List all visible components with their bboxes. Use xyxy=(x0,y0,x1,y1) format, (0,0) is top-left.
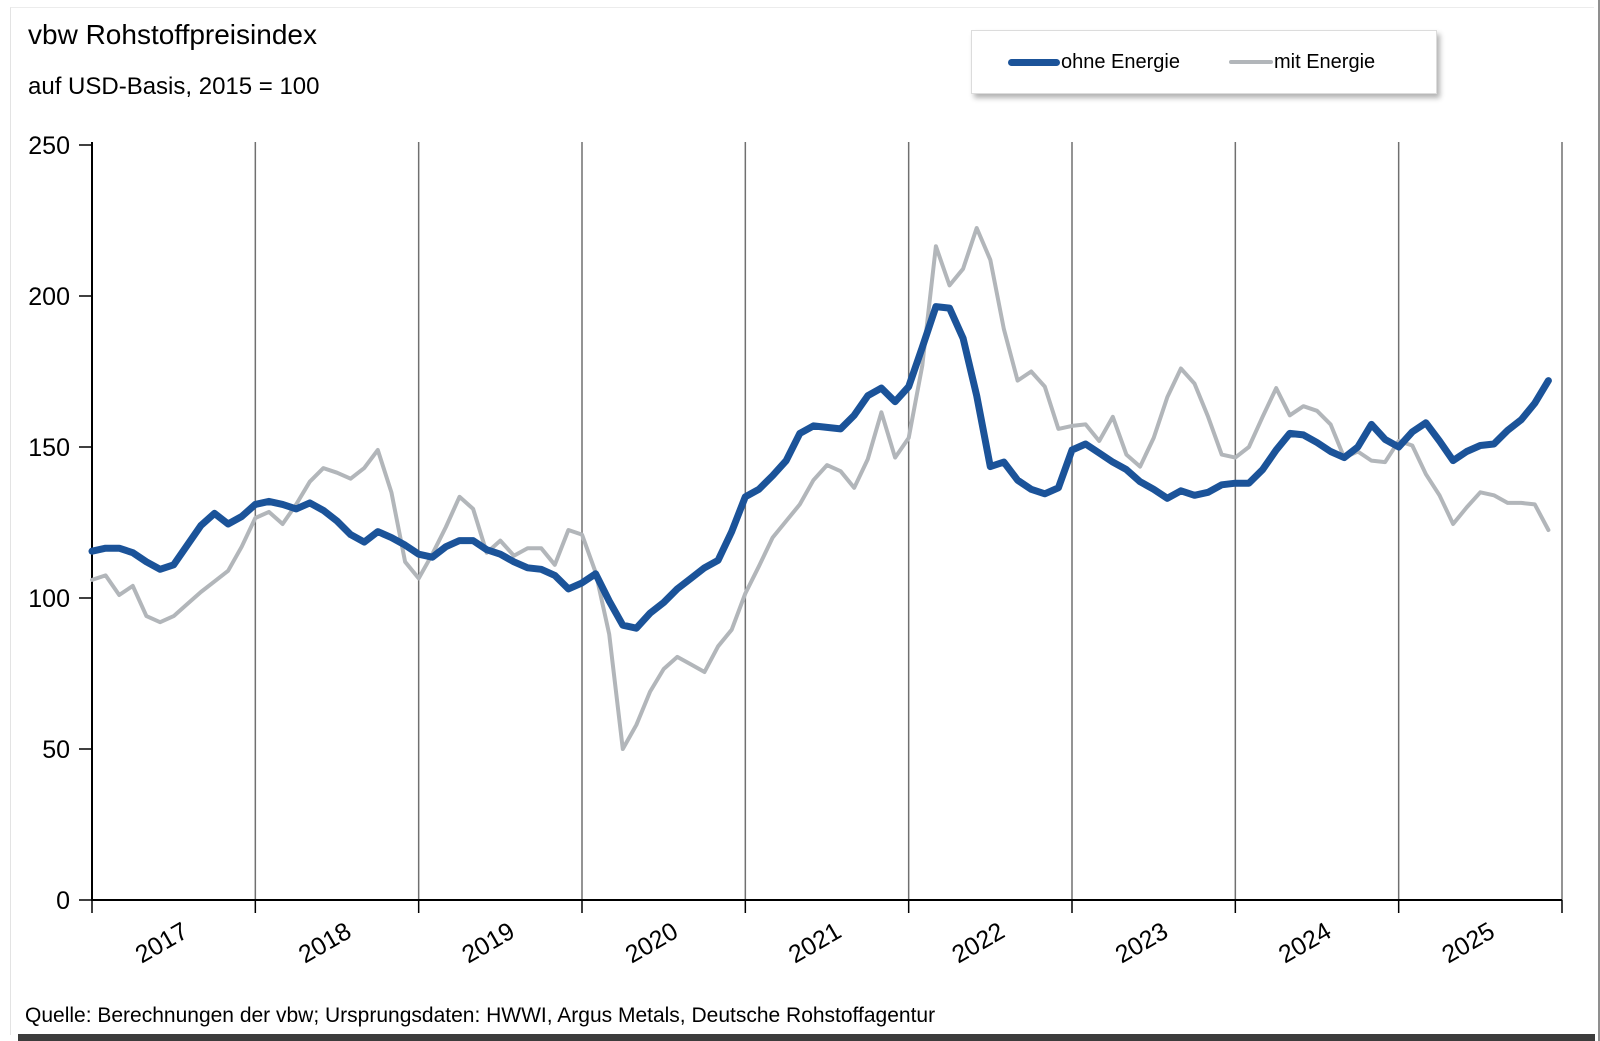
y-axis-labels: 0 50 100 150 200 250 xyxy=(28,132,70,915)
series-line-ohne-energie xyxy=(88,303,1552,632)
svg-text:2020: 2020 xyxy=(621,917,683,969)
legend-key-line-blue-icon xyxy=(1008,58,1060,66)
svg-text:50: 50 xyxy=(42,736,70,764)
source-note: Quelle: Berechnungen der vbw; Ursprungsd… xyxy=(25,1004,936,1027)
svg-text:2023: 2023 xyxy=(1111,917,1173,969)
svg-text:2019: 2019 xyxy=(457,917,519,969)
page-subtitle: auf USD-Basis, 2015 = 100 xyxy=(28,73,320,100)
axes xyxy=(91,142,1562,901)
svg-text:2024: 2024 xyxy=(1274,917,1336,969)
legend-key-line-gray-icon xyxy=(1228,60,1273,64)
svg-text:2021: 2021 xyxy=(784,917,846,969)
legend-item-ohne-energie: ohne Energie xyxy=(1008,51,1180,74)
svg-text:250: 250 xyxy=(28,132,70,160)
legend-item-mit-energie: mit Energie xyxy=(1228,50,1376,74)
svg-text:2018: 2018 xyxy=(294,917,356,969)
svg-text:200: 200 xyxy=(28,283,70,311)
svg-text:2017: 2017 xyxy=(131,917,193,969)
svg-text:2022: 2022 xyxy=(947,917,1009,969)
legend-label: mit Energie xyxy=(1273,50,1376,73)
chart-header: vbw Rohstoffpreisindex auf USD-Basis, 20… xyxy=(28,20,320,100)
series-line-mit-energie xyxy=(90,226,1551,751)
svg-text:150: 150 xyxy=(28,434,70,462)
chart-legend: ohne Energie mit Energie xyxy=(971,30,1437,94)
year-gridlines xyxy=(254,142,1563,900)
legend-label: ohne Energie xyxy=(1061,50,1180,73)
svg-text:100: 100 xyxy=(28,585,70,613)
svg-text:0: 0 xyxy=(56,887,70,915)
page-title: vbw Rohstoffpreisindex xyxy=(28,19,317,50)
window-bottom-bar xyxy=(18,1034,1595,1041)
x-axis-year-labels: 2017 2018 2019 2020 2021 2022 2023 2024 2025 xyxy=(131,917,1500,969)
svg-text:2025: 2025 xyxy=(1437,917,1499,969)
window-right-edge xyxy=(1598,0,1600,1041)
axis-ticks xyxy=(79,144,1563,913)
